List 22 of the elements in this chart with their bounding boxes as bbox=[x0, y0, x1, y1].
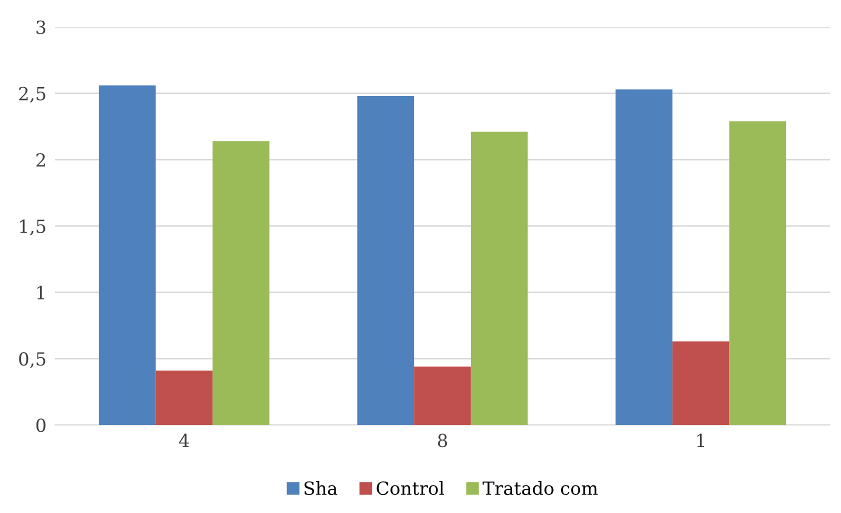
y-tick-label: 3 bbox=[36, 20, 46, 34]
bar bbox=[212, 141, 270, 425]
y-tick-label: 1 bbox=[37, 286, 44, 300]
bar bbox=[414, 366, 471, 425]
y-tick-label: 0,5 bbox=[19, 352, 46, 368]
bar bbox=[357, 96, 414, 425]
y-tick-label: 2,5 bbox=[19, 86, 46, 103]
y-tick-label: 1,5 bbox=[20, 219, 46, 236]
bar bbox=[156, 370, 213, 425]
bar bbox=[616, 89, 672, 425]
bar bbox=[729, 121, 786, 425]
bar bbox=[672, 341, 730, 425]
x-tick-label: 8 bbox=[438, 434, 448, 448]
bar bbox=[98, 85, 156, 425]
x-tick-label: 1 bbox=[697, 434, 704, 448]
y-tick-label: 2 bbox=[36, 153, 45, 167]
legend-label: Control bbox=[376, 481, 444, 496]
bar bbox=[470, 132, 528, 425]
y-tick-label: 0 bbox=[36, 418, 46, 432]
legend-label: Sha bbox=[304, 481, 338, 496]
legend-label: Tratado com bbox=[482, 481, 598, 496]
x-tick-label: 4 bbox=[178, 434, 189, 448]
